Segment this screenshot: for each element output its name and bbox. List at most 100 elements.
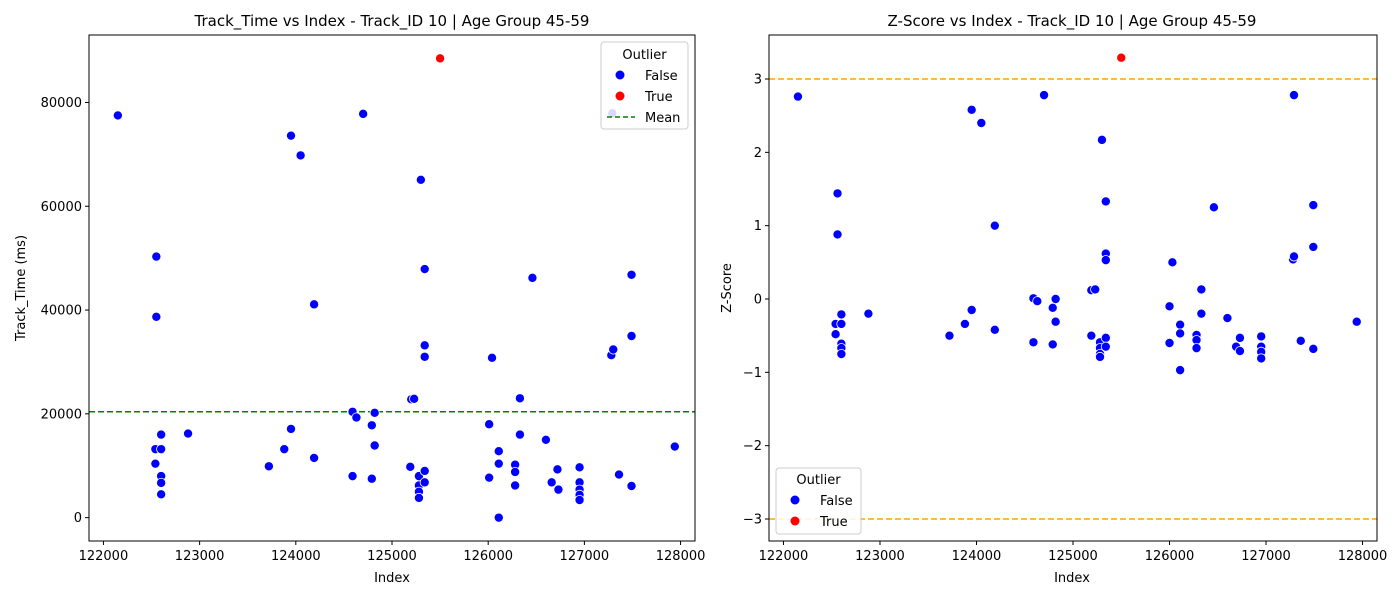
scatter-point-false xyxy=(1289,90,1300,101)
scatter-point-false xyxy=(1175,328,1186,339)
scatter-point-false xyxy=(1308,200,1319,211)
scatter-point-false xyxy=(358,108,369,119)
scatter-point-false xyxy=(836,318,847,329)
scatter-point-false xyxy=(1191,343,1202,354)
scatter-point-false xyxy=(546,477,557,488)
scatter-point-false xyxy=(112,110,123,121)
scatter-point-false xyxy=(1256,331,1267,342)
scatter-point-false xyxy=(413,492,424,503)
scatter-point-false xyxy=(156,489,167,500)
scatter-point-true xyxy=(435,53,446,64)
scatter-point-false xyxy=(419,465,430,476)
legend-marker-true xyxy=(790,516,800,526)
scatter-point-false xyxy=(626,269,637,280)
scatter-point-false xyxy=(1164,337,1175,348)
scatter-point-false xyxy=(156,444,167,455)
scatter-point-false xyxy=(1096,134,1107,145)
scatter-point-false xyxy=(285,423,296,434)
scatter-point-false xyxy=(1208,202,1219,213)
scatter-point-false xyxy=(540,434,551,445)
x-tick-label: 122000 xyxy=(759,549,809,564)
scatter-point-false xyxy=(419,477,430,488)
x-tick-label: 127000 xyxy=(1241,549,1291,564)
x-tick-label: 124000 xyxy=(271,549,321,564)
scatter-point-false xyxy=(1351,316,1362,327)
scatter-point-false xyxy=(1039,90,1050,101)
x-tick-label: 127000 xyxy=(560,549,610,564)
x-axis-label: Index xyxy=(1054,571,1090,586)
y-tick-label: 1 xyxy=(754,219,762,234)
scatter-point-false xyxy=(510,466,521,477)
legend-label-false: False xyxy=(645,69,678,84)
scatter-point-false xyxy=(419,264,430,275)
x-tick-label: 123000 xyxy=(855,549,905,564)
scatter-point-false xyxy=(944,330,955,341)
scatter-point-false xyxy=(832,229,843,240)
scatter-point-false xyxy=(263,461,274,472)
scatter-point-false xyxy=(989,324,1000,335)
scatter-point-false xyxy=(1308,343,1319,354)
z-score-panel: Z-Score vs Index - Track_ID 10 | Age Gro… xyxy=(720,12,1387,586)
scatter-point-false xyxy=(1100,255,1111,266)
legend-marker-true xyxy=(615,91,625,101)
scatter-point-false xyxy=(553,484,564,495)
scatter-point-false xyxy=(1234,346,1245,357)
scatter-point-false xyxy=(156,429,167,440)
scatter-point-false xyxy=(1308,241,1319,252)
legend-label-mean: Mean xyxy=(645,111,680,126)
scatter-point-false xyxy=(1047,339,1058,350)
x-tick-label: 125000 xyxy=(1048,549,1098,564)
scatter-point-false xyxy=(347,471,358,482)
scatter-point-false xyxy=(285,130,296,141)
scatter-point-false xyxy=(1032,296,1043,307)
x-tick-label: 128000 xyxy=(1338,549,1388,564)
scatter-point-false xyxy=(351,412,362,423)
scatter-point-false xyxy=(574,462,585,473)
scatter-point-false xyxy=(484,419,495,430)
chart-title: Track_Time vs Index - Track_ID 10 | Age … xyxy=(194,12,590,31)
scatter-point-false xyxy=(1100,196,1111,207)
y-tick-label: 3 xyxy=(754,73,762,88)
chart-title: Z-Score vs Index - Track_ID 10 | Age Gro… xyxy=(888,12,1257,31)
scatter-point-false xyxy=(405,461,416,472)
scatter-point-false xyxy=(514,429,525,440)
scatter-point-false xyxy=(1100,341,1111,352)
scatter-point-false xyxy=(493,512,504,523)
scatter-point-false xyxy=(493,458,504,469)
scatter-point-false xyxy=(510,480,521,491)
scatter-point-false xyxy=(1100,332,1111,343)
y-tick-label: 60000 xyxy=(41,200,82,215)
x-tick-label: 124000 xyxy=(952,549,1002,564)
scatter-point-false xyxy=(1164,301,1175,312)
legend-marker-false xyxy=(790,495,800,505)
scatter-point-false xyxy=(1086,330,1097,341)
scatter-point-false xyxy=(574,495,585,506)
scatter-point-false xyxy=(295,150,306,161)
scatter-point-false xyxy=(976,118,987,129)
y-axis-label: Track_Time (ms) xyxy=(14,235,29,342)
legend-title: Outlier xyxy=(796,473,841,488)
scatter-point-false xyxy=(1222,313,1233,324)
legend: Outlier False True xyxy=(775,467,862,535)
x-tick-label: 128000 xyxy=(656,549,706,564)
scatter-point-false xyxy=(836,348,847,359)
scatter-point-false xyxy=(608,344,619,355)
scatter-point-false xyxy=(1175,319,1186,330)
scatter-point-false xyxy=(493,446,504,457)
scatter-point-false xyxy=(1289,251,1300,262)
scatter-point-false xyxy=(150,458,161,469)
scatter-point-false xyxy=(1047,302,1058,313)
plot-area: 122000 123000 124000 125000 126000 127000 1280… xyxy=(41,34,706,564)
x-axis-label: Index xyxy=(374,571,410,586)
scatter-point-false xyxy=(830,329,841,340)
legend-title: Outlier xyxy=(622,48,667,63)
legend-label-true: True xyxy=(819,515,848,530)
scatter-point-false xyxy=(366,473,377,484)
scatter-point-false xyxy=(484,472,495,483)
scatter-point-false xyxy=(966,104,977,115)
scatter-point-false xyxy=(552,464,563,475)
legend: Outlier False True Mean xyxy=(600,41,689,130)
scatter-point-false xyxy=(1196,284,1207,295)
scatter-point-false xyxy=(1090,284,1101,295)
